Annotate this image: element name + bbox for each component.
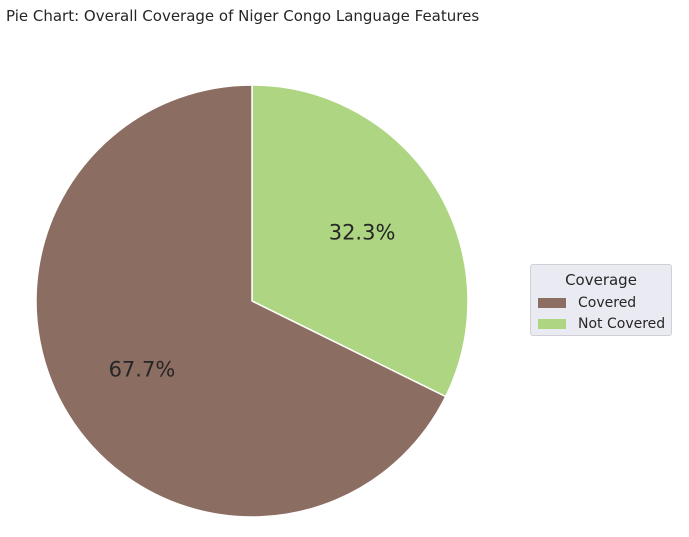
legend-label-not-covered: Not Covered	[578, 316, 666, 332]
legend-swatch-covered	[538, 298, 566, 308]
chart-title: Pie Chart: Overall Coverage of Niger Con…	[6, 7, 480, 25]
pie-slice-covered	[35, 84, 447, 518]
legend-swatch-not-covered	[538, 319, 566, 329]
pie-label-covered: 67.7%	[109, 357, 176, 381]
legend: Coverage Covered Not Covered	[530, 264, 672, 336]
pie-label-not-covered: 32.3%	[329, 221, 396, 245]
legend-item-covered: Covered	[538, 294, 636, 312]
pie-slice-not-covered	[251, 84, 469, 398]
legend-title: Coverage	[565, 271, 637, 289]
legend-label-covered: Covered	[578, 295, 637, 311]
legend-item-not-covered: Not Covered	[538, 315, 665, 333]
